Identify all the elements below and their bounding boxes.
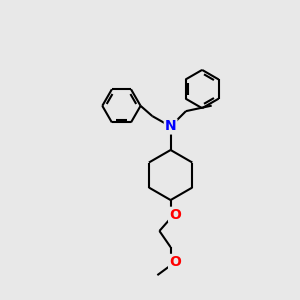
Text: O: O — [169, 208, 181, 222]
Text: N: N — [165, 119, 176, 134]
Text: O: O — [169, 255, 181, 269]
